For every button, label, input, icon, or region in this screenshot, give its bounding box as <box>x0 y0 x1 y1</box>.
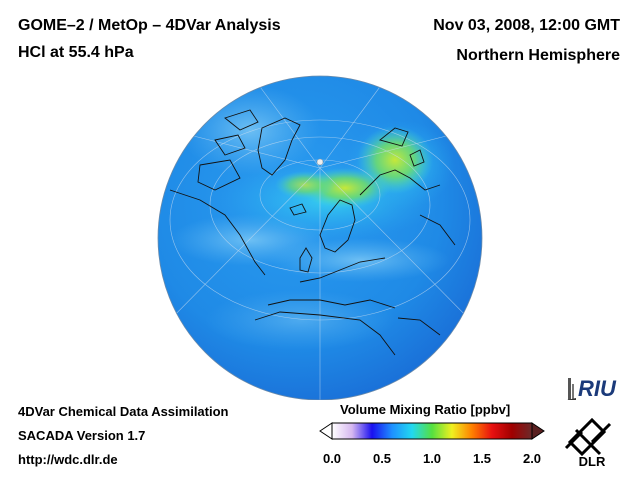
north-pole-marker <box>316 158 324 166</box>
map-subtitle: HCl at 55.4 hPa <box>18 44 134 61</box>
map-datetime: Nov 03, 2008, 12:00 GMT <box>433 17 620 34</box>
footer-url: http://wdc.dlr.de <box>18 452 118 467</box>
colorbar-low-arrow <box>319 422 333 440</box>
colorbar-high-arrow <box>531 422 545 440</box>
colorbar-gradient <box>331 422 533 440</box>
globe-map <box>157 75 483 400</box>
concentration-field <box>159 79 481 400</box>
colorbar-tick-label: 1.5 <box>472 451 492 466</box>
footer-line-2: SACADA Version 1.7 <box>18 428 146 443</box>
riu-logo: RIU <box>567 376 617 401</box>
colorbar-title: Volume Mixing Ratio [ppbv] <box>340 402 511 417</box>
riu-logo-text: RIU <box>578 376 617 401</box>
coastlines <box>169 109 456 356</box>
map-title: GOME–2 / MetOp – 4DVar Analysis <box>18 17 281 34</box>
dlr-logo: DLR <box>564 417 612 468</box>
footer-line-1: 4DVar Chemical Data Assimilation <box>18 404 229 419</box>
map-region: Northern Hemisphere <box>456 47 620 64</box>
colorbar-tick-label: 2.0 <box>522 451 542 466</box>
colorbar-tick-label: 0.5 <box>372 451 392 466</box>
dlr-logo-text: DLR <box>579 454 606 468</box>
colorbar-tick-label: 0.0 <box>322 451 342 466</box>
colorbar-tick-label: 1.0 <box>422 451 442 466</box>
colorbar <box>319 422 545 440</box>
